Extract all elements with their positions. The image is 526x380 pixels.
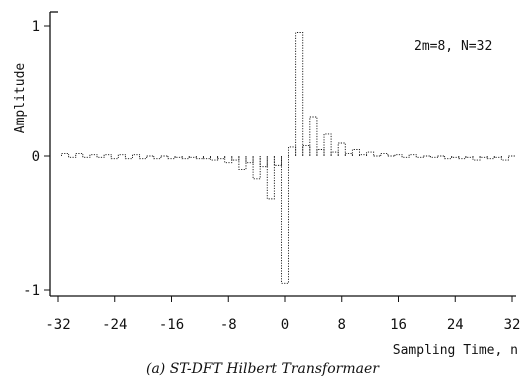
- sample-bar: [330, 151, 339, 156]
- x-tick-label: -24: [102, 317, 127, 333]
- sample-bar: [124, 156, 133, 160]
- sample-bar: [394, 154, 403, 156]
- sample-bar: [401, 156, 410, 158]
- sample-bar: [486, 156, 495, 160]
- sample-bar: [380, 152, 389, 156]
- y-tick-label: 0: [32, 149, 40, 165]
- parameter-annotation: 2m=8, N=32: [414, 39, 492, 54]
- x-tick-label: -8: [220, 317, 237, 333]
- sample-bar: [500, 156, 509, 161]
- x-tick-label: -32: [45, 317, 70, 333]
- sample-bar: [167, 156, 176, 160]
- x-tick-label: -16: [159, 317, 184, 333]
- sample-bar: [132, 154, 141, 156]
- sample-bar: [451, 156, 460, 158]
- sample-bar: [195, 156, 204, 160]
- sample-bar: [458, 156, 467, 160]
- sample-bar: [153, 156, 162, 160]
- sample-bar: [217, 156, 226, 160]
- sample-bar: [103, 154, 112, 156]
- sample-bar: [259, 156, 268, 168]
- x-tick-label: 32: [504, 317, 521, 333]
- sample-bar: [415, 156, 424, 158]
- sample-bar: [465, 156, 474, 158]
- y-ticks: -1 0 1: [23, 19, 50, 299]
- sample-bar: [281, 156, 289, 284]
- x-tick-label: 16: [390, 317, 407, 333]
- sample-bar: [252, 156, 261, 180]
- sample-bar: [309, 116, 318, 156]
- sample-bar: [472, 156, 481, 161]
- sample-bar: [174, 156, 183, 158]
- sample-bar: [351, 149, 360, 156]
- sample-bar: [344, 152, 353, 156]
- sample-bar: [337, 142, 346, 156]
- x-tick-label: 24: [447, 317, 464, 333]
- sample-bar: [82, 156, 91, 158]
- sample-bar: [479, 156, 488, 158]
- x-tick-label: 8: [338, 317, 346, 333]
- y-tick-label: 1: [32, 19, 40, 35]
- sample-bar: [273, 156, 282, 166]
- sample-bar: [302, 145, 311, 156]
- sample-bar: [238, 156, 247, 170]
- sample-bar: [231, 156, 240, 161]
- sample-bar: [117, 154, 126, 156]
- sample-bar: [68, 156, 77, 158]
- y-tick-label: -1: [23, 283, 40, 299]
- sample-bar: [288, 146, 297, 156]
- sample-bar: [323, 133, 332, 156]
- sample-bar: [139, 156, 148, 160]
- sample-bar: [202, 156, 211, 160]
- sample-bar: [366, 151, 375, 156]
- sample-bar: [316, 149, 325, 156]
- sample-bar: [210, 156, 219, 161]
- sample-bar: [61, 152, 70, 156]
- sample-bar: [266, 156, 275, 200]
- sample-bar: [429, 156, 438, 158]
- figure-caption: (a) ST-DFT Hilbert Transformaer: [146, 361, 380, 377]
- sample-bar: [295, 32, 304, 156]
- x-tick-label: 0: [281, 317, 289, 333]
- sample-bar: [188, 156, 197, 158]
- sample-bar: [408, 154, 417, 156]
- sample-bar: [245, 156, 254, 164]
- sample-bar: [444, 156, 453, 160]
- sample-bar: [110, 156, 119, 160]
- x-ticks: -32 -24 -16 -8 0 8 16 24 32: [45, 296, 520, 333]
- sample-bar: [181, 156, 190, 160]
- sample-bar: [96, 156, 105, 158]
- sample-bar: [493, 156, 502, 158]
- sample-bar: [359, 154, 368, 156]
- y-axis-label: Amplitude: [13, 63, 28, 134]
- impulse-response-stems: [61, 32, 516, 284]
- sample-bar: [89, 154, 98, 156]
- x-axis-label: Sampling Time, n: [393, 343, 518, 358]
- sample-bar: [224, 156, 233, 164]
- sample-bar: [75, 152, 84, 156]
